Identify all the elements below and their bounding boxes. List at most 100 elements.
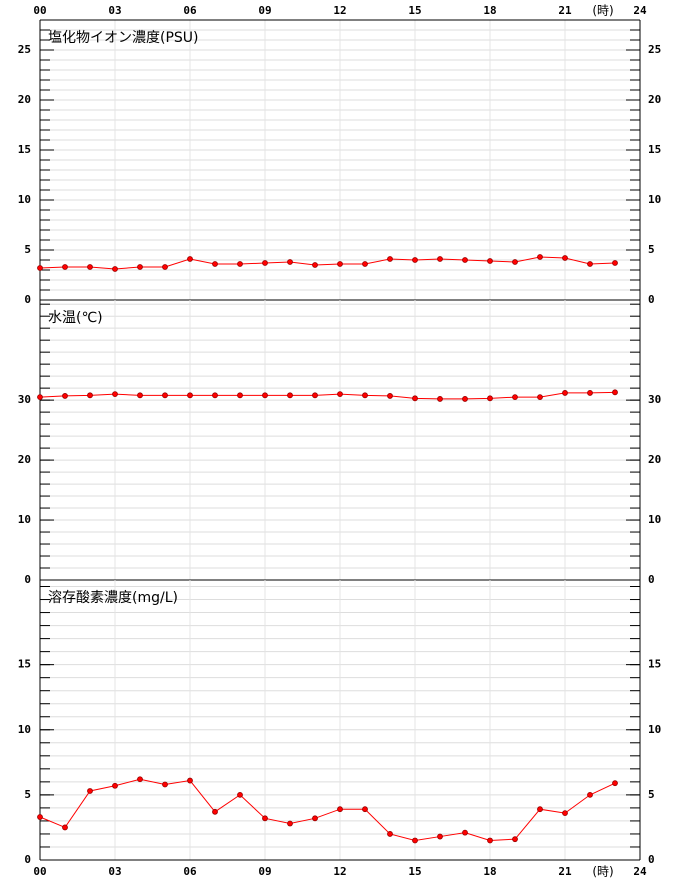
y-tick-label: 5 <box>648 788 655 801</box>
x-tick-label: 21 <box>558 4 572 17</box>
data-point <box>412 837 418 844</box>
data-point <box>462 257 468 263</box>
y-tick-label: 10 <box>18 513 31 526</box>
y-tick-label: 15 <box>18 658 31 671</box>
panel-title: 溶存酸素濃度(mg/L) <box>48 590 178 606</box>
data-point <box>437 256 443 262</box>
data-point <box>362 392 368 399</box>
data-point <box>362 261 368 267</box>
x-tick-label: 00 <box>33 4 46 17</box>
data-point <box>562 390 568 396</box>
y-tick-label: 15 <box>648 658 661 671</box>
data-point <box>212 808 218 815</box>
x-tick-label: 12 <box>333 4 346 17</box>
data-point <box>337 261 343 267</box>
data-point <box>512 394 518 401</box>
x-tick-label: 18 <box>483 865 496 878</box>
y-tick-label: 20 <box>648 453 661 466</box>
y-tick-label: 20 <box>18 453 31 466</box>
data-point <box>237 261 243 267</box>
x-tick-label: 12 <box>333 865 346 878</box>
data-point <box>562 810 568 817</box>
y-tick-label: 15 <box>648 143 661 156</box>
panel-title: 水温(℃) <box>48 310 103 326</box>
data-point <box>312 392 318 399</box>
data-point <box>262 392 268 399</box>
data-point <box>212 392 218 399</box>
x-tick-label: 24 <box>633 865 647 878</box>
data-point <box>187 392 193 399</box>
data-point <box>37 265 43 271</box>
y-tick-label: 30 <box>18 393 31 406</box>
data-point <box>387 831 393 837</box>
x-tick-label: 24 <box>633 4 647 17</box>
data-point <box>487 258 493 264</box>
data-point <box>112 266 118 272</box>
data-point <box>387 393 393 399</box>
data-point <box>237 392 243 399</box>
x-tick-label: 03 <box>108 865 121 878</box>
data-line <box>39 778 616 841</box>
data-point <box>462 829 468 836</box>
data-point <box>612 780 618 787</box>
y-tick-label: 0 <box>24 573 31 586</box>
y-tick-label: 15 <box>18 143 31 156</box>
data-point <box>187 777 193 784</box>
x-tick-label: 00 <box>33 865 46 878</box>
data-point <box>212 261 218 267</box>
data-point <box>412 395 418 402</box>
data-point <box>412 257 418 263</box>
y-tick-label: 25 <box>18 43 31 56</box>
data-point <box>112 782 118 789</box>
data-point <box>112 391 118 398</box>
y-tick-label: 5 <box>24 788 31 801</box>
data-point <box>537 254 543 260</box>
data-point <box>362 806 368 813</box>
x-tick-label: 21 <box>558 865 572 878</box>
data-point <box>337 806 343 813</box>
x-unit: (時) <box>592 4 613 18</box>
data-point <box>437 833 443 840</box>
data-point <box>187 256 193 262</box>
data-line <box>39 256 616 270</box>
data-point <box>37 394 43 401</box>
y-tick-label: 10 <box>18 193 31 206</box>
x-tick-label: 06 <box>183 865 197 878</box>
data-point <box>512 836 518 843</box>
y-tick-label: 10 <box>648 513 661 526</box>
x-tick-label: 18 <box>483 4 496 17</box>
data-point <box>87 392 93 399</box>
data-point <box>587 791 593 798</box>
y-tick-label: 0 <box>648 853 655 866</box>
y-tick-label: 5 <box>24 243 31 256</box>
data-point <box>262 260 268 266</box>
data-point <box>387 256 393 262</box>
data-point <box>287 820 293 827</box>
y-tick-label: 0 <box>24 293 31 306</box>
x-tick-label: 09 <box>258 4 271 17</box>
y-tick-label: 5 <box>648 243 655 256</box>
y-tick-label: 20 <box>648 93 661 106</box>
x-tick-label: 15 <box>408 4 421 17</box>
data-point <box>487 395 493 402</box>
data-point <box>587 390 593 396</box>
y-tick-label: 10 <box>18 723 31 736</box>
data-point <box>287 259 293 265</box>
data-point <box>137 264 143 270</box>
data-point <box>337 391 343 398</box>
y-tick-label: 0 <box>24 853 31 866</box>
data-point <box>62 824 68 831</box>
data-point <box>537 394 543 401</box>
data-point <box>162 392 168 399</box>
data-point <box>62 393 68 399</box>
data-point <box>587 261 593 267</box>
data-line <box>39 391 616 400</box>
data-point <box>312 815 318 822</box>
data-point <box>87 264 93 270</box>
data-point <box>237 791 243 798</box>
data-point <box>437 396 443 402</box>
data-point <box>162 781 168 788</box>
data-point <box>137 776 143 783</box>
data-point <box>137 392 143 399</box>
